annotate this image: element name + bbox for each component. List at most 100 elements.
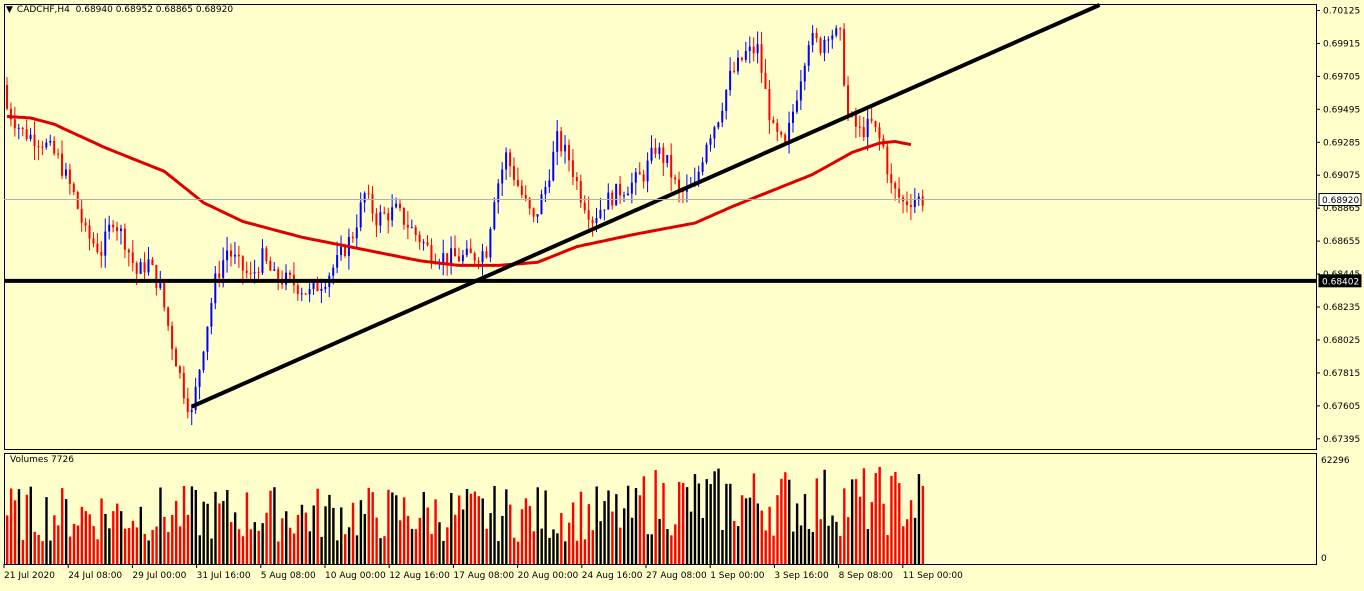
candle-body: [214, 273, 217, 304]
candle-body: [799, 81, 802, 101]
candle-body: [17, 127, 20, 129]
volume-bar: [379, 538, 382, 564]
volume-bar: [890, 475, 893, 564]
volume-bar: [729, 483, 732, 564]
time-tick-label: 10 Aug 00:00: [325, 571, 386, 581]
volume-bar: [29, 486, 32, 564]
candle-body: [155, 264, 158, 288]
volume-bar: [395, 495, 398, 564]
candle-body: [249, 272, 252, 274]
candle-body: [426, 242, 429, 246]
volume-bar: [803, 494, 807, 564]
candle-body: [163, 282, 166, 308]
volume-bar: [269, 490, 272, 564]
candle-body: [174, 348, 177, 367]
volume-bar: [634, 487, 638, 564]
volume-bar: [552, 529, 555, 564]
candle-body: [324, 286, 327, 289]
candle-body: [650, 147, 653, 161]
candle-body: [379, 212, 382, 226]
candle-body: [45, 142, 48, 148]
candle-body: [461, 255, 464, 262]
volume-bar: [811, 531, 815, 564]
candle-body: [84, 222, 87, 226]
candle-body: [634, 172, 637, 183]
candle-body: [603, 209, 606, 211]
volume-bar: [756, 503, 760, 564]
volume-bar: [190, 486, 194, 564]
price-tick-label: 0.69285: [1323, 138, 1360, 148]
volume-bar: [300, 504, 304, 564]
volume-bar: [72, 523, 76, 564]
candle-body: [905, 201, 908, 206]
candle-body: [465, 248, 468, 256]
candle-body: [748, 46, 751, 52]
candle-body: [406, 224, 409, 228]
candle-body: [186, 398, 189, 412]
volume-bar: [430, 534, 433, 564]
volume-bar: [96, 539, 99, 564]
candle-body: [450, 248, 453, 264]
volume-bar: [155, 526, 158, 564]
volume-bar: [13, 500, 17, 564]
volume-bar: [583, 539, 587, 564]
volume-bar: [788, 479, 791, 564]
volume-bar: [182, 485, 186, 564]
volume-bar: [689, 511, 693, 564]
candle-body: [556, 131, 559, 152]
volume-bar: [854, 479, 858, 564]
volume-bar: [524, 498, 528, 564]
candle-body: [776, 122, 779, 132]
candle-body: [21, 127, 24, 130]
volume-bar: [654, 470, 657, 564]
volume-panel-frame: [4, 453, 1317, 565]
dropdown-triangle-icon[interactable]: ▼: [6, 5, 13, 15]
volume-bar: [61, 488, 64, 564]
candle-body: [446, 253, 449, 264]
candle-body: [178, 366, 181, 373]
candle-body: [788, 122, 791, 143]
volume-bar: [461, 509, 465, 564]
volume-bar: [501, 515, 504, 564]
volume-bar: [630, 517, 634, 564]
volume-bar: [835, 521, 838, 564]
volume-bar: [784, 472, 787, 564]
volume-bar: [446, 527, 449, 564]
time-tick-label: 21 Jul 2020: [4, 571, 55, 581]
volume-bar: [599, 521, 602, 564]
volume-bar: [823, 469, 826, 564]
candle-body: [630, 182, 633, 194]
volume-bar: [245, 492, 249, 564]
volume-bar: [638, 495, 642, 564]
volume-bar: [776, 495, 779, 564]
candle-body: [709, 138, 712, 145]
volume-bar: [760, 510, 763, 564]
volume-bar: [587, 504, 591, 564]
volume-bar: [92, 526, 95, 564]
time-tick-label: 27 Aug 08:00: [646, 571, 707, 581]
volume-bar: [567, 522, 571, 564]
candle-body: [874, 120, 877, 128]
candle-body: [571, 160, 574, 177]
volume-bar: [84, 511, 87, 564]
time-tick-label: 20 Aug 00:00: [518, 571, 579, 581]
volume-bar: [457, 495, 461, 564]
candle-body: [827, 39, 830, 41]
volume-bar: [709, 484, 712, 564]
volume-bar: [819, 519, 822, 564]
candle-body: [222, 260, 225, 278]
volume-bar: [402, 497, 406, 564]
volume-bar: [670, 535, 673, 564]
volume-bar: [921, 485, 925, 564]
candle-body: [564, 144, 567, 152]
volume-bar: [277, 541, 280, 564]
volume-bar: [764, 530, 767, 564]
volume-bar: [147, 540, 150, 564]
candle-body: [611, 192, 614, 206]
volume-bar: [713, 471, 716, 564]
price-tag: [1318, 274, 1362, 288]
volume-bar: [827, 525, 830, 564]
candle-body: [697, 171, 700, 182]
candle-body: [917, 196, 920, 200]
